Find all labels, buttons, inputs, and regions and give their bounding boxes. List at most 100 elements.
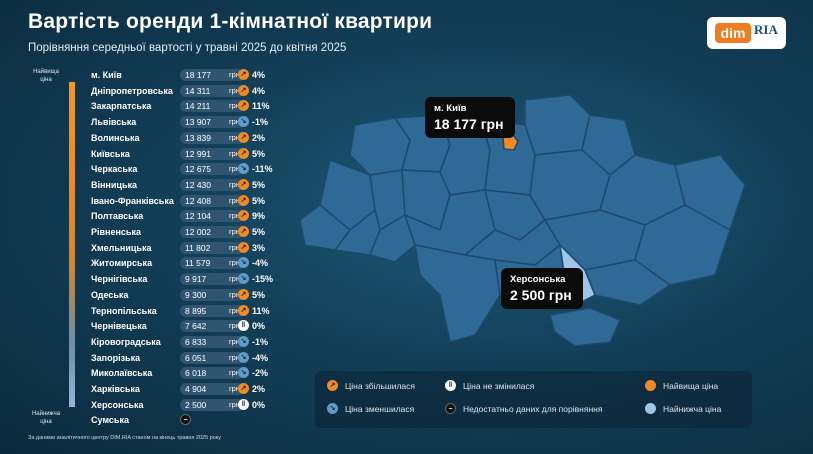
price-value: 9 300	[185, 289, 207, 300]
map-region-odesa	[414, 244, 501, 343]
region-name: Запорізька	[91, 352, 141, 363]
region-row: Чернігівська 9 917 грн ↘ -15%	[91, 272, 291, 286]
callout-highest-title: м. Київ	[434, 103, 467, 114]
price-pill: 12 104 грн	[180, 210, 244, 223]
price-currency: грн	[228, 179, 240, 189]
dim-ria-logo[interactable]: dim RIA	[707, 17, 786, 49]
price-pill: 12 430 грн	[180, 178, 244, 191]
price-value: 14 211	[185, 101, 211, 112]
price-pill: 13 839 грн	[180, 131, 244, 144]
price-currency: грн	[228, 258, 240, 268]
region-row: Одеська 9 300 грн ↗ 5%	[91, 288, 291, 302]
price-currency: грн	[228, 132, 240, 142]
region-name: Черкаська	[91, 164, 138, 175]
callout-lowest-price: Херсонська 2 500 грн	[501, 268, 583, 309]
minus-icon: −	[180, 414, 191, 426]
price-change: 5%	[252, 195, 266, 206]
arrow-up-icon: ↗	[238, 178, 249, 190]
price-currency: грн	[228, 117, 240, 127]
price-currency: грн	[228, 399, 240, 409]
highest-price-dot-icon	[645, 380, 656, 391]
price-value: 13 839	[185, 132, 211, 143]
price-pill: 14 311 грн	[180, 84, 244, 97]
arrow-up-icon: ↗	[238, 84, 249, 96]
map-region-luhansk	[674, 154, 746, 231]
price-change: 3%	[252, 242, 266, 253]
arrow-down-icon: ↘	[238, 273, 249, 285]
arrow-down-icon: ↘	[238, 351, 249, 363]
price-value: 12 430	[185, 179, 211, 190]
price-pill: 12 675 грн	[180, 163, 244, 176]
region-name: Херсонська	[91, 399, 144, 410]
callout-lowest-title: Херсонська	[510, 274, 566, 285]
price-currency: грн	[228, 70, 240, 79]
price-value: 4 904	[185, 384, 207, 394]
region-row: Херсонська 2 500 грн ǁ 0%	[91, 398, 291, 412]
price-value: 14 311	[185, 85, 211, 96]
region-row: Кіровоградська 6 833 грн ↘ -1%	[91, 335, 291, 349]
region-name: Сумська	[91, 415, 129, 426]
region-name: Львівська	[91, 117, 137, 128]
price-pill: 11 802 грн	[180, 241, 244, 254]
legend-highest: Найвища ціна	[663, 381, 719, 391]
price-value: 6 018	[185, 368, 207, 379]
price-change: -4%	[252, 352, 269, 363]
arrow-up-icon: ↗	[238, 69, 249, 80]
map-region-crimea	[549, 307, 621, 347]
price-value: 6 833	[185, 336, 207, 347]
region-name: Харківська	[91, 384, 140, 394]
arrow-down-icon: ↘	[238, 116, 249, 128]
price-currency: грн	[228, 336, 240, 346]
price-change: 9%	[252, 211, 266, 222]
region-row: Харківська 4 904 грн ↗ 2%	[91, 382, 291, 396]
region-row: Вінницька 12 430 грн ↗ 5%	[91, 178, 291, 192]
region-row: Черкаська 12 675 грн ↘ -11%	[91, 162, 291, 176]
arrow-down-icon: ↘	[238, 257, 249, 269]
lowest-price-dot-icon	[645, 403, 656, 414]
price-value: 12 408	[185, 195, 211, 206]
pause-icon: ǁ	[238, 398, 249, 410]
price-currency: грн	[228, 368, 240, 378]
pause-icon: ǁ	[238, 320, 249, 332]
region-name: Житомирська	[91, 258, 153, 269]
price-value: 12 675	[185, 164, 211, 175]
price-currency: грн	[228, 274, 240, 284]
price-change: 5%	[252, 179, 266, 190]
price-value: 12 104	[185, 211, 211, 222]
ukraine-map	[299, 94, 746, 347]
scale-bottom-label: Найнижча ціна	[31, 411, 61, 425]
page-subtitle: Порівняння середньої вартості у травні 2…	[28, 42, 347, 54]
arrow-up-icon: ↗	[238, 304, 249, 316]
price-currency: грн	[228, 227, 240, 236]
region-row: Полтавська 12 104 грн ↗ 9%	[91, 209, 291, 223]
price-change: -11%	[252, 164, 273, 175]
price-value: 11 802	[185, 242, 211, 253]
region-name: Кіровоградська	[91, 336, 161, 347]
price-change: 2%	[252, 384, 266, 394]
arrow-up-icon: ↗	[238, 288, 249, 300]
price-change: -1%	[252, 336, 269, 347]
price-currency: грн	[228, 384, 240, 393]
price-currency: грн	[228, 211, 240, 221]
region-name: Полтавська	[91, 211, 144, 222]
price-change: 0%	[252, 321, 266, 332]
callout-lowest-value: 2 500 грн	[510, 287, 572, 303]
price-pill: 12 991 грн	[180, 147, 244, 160]
price-pill: 6 833 грн	[180, 335, 244, 348]
price-currency: грн	[228, 164, 240, 174]
price-pill: 9 300 грн	[180, 288, 244, 301]
legend-increased: Ціна збільшилася	[345, 381, 416, 391]
arrow-up-icon: ↗	[238, 226, 249, 237]
price-value: 18 177	[185, 70, 211, 80]
price-change: 4%	[252, 70, 266, 80]
logo-dim-text: dim	[715, 23, 751, 43]
map-legend: ↗ Ціна збільшилася ↘ Ціна зменшилася ǁ Ц…	[315, 371, 752, 428]
price-pill: 12 002 грн	[180, 226, 244, 238]
region-name: Вінницька	[91, 179, 137, 190]
region-name: Івано-Франківська	[91, 195, 174, 206]
region-name: Тернопільська	[91, 305, 157, 316]
price-change: 5%	[252, 148, 266, 159]
price-value: 12 002	[185, 227, 211, 237]
arrow-down-icon: ↘	[238, 367, 249, 379]
callout-highest-value: 18 177 грн	[434, 116, 504, 132]
